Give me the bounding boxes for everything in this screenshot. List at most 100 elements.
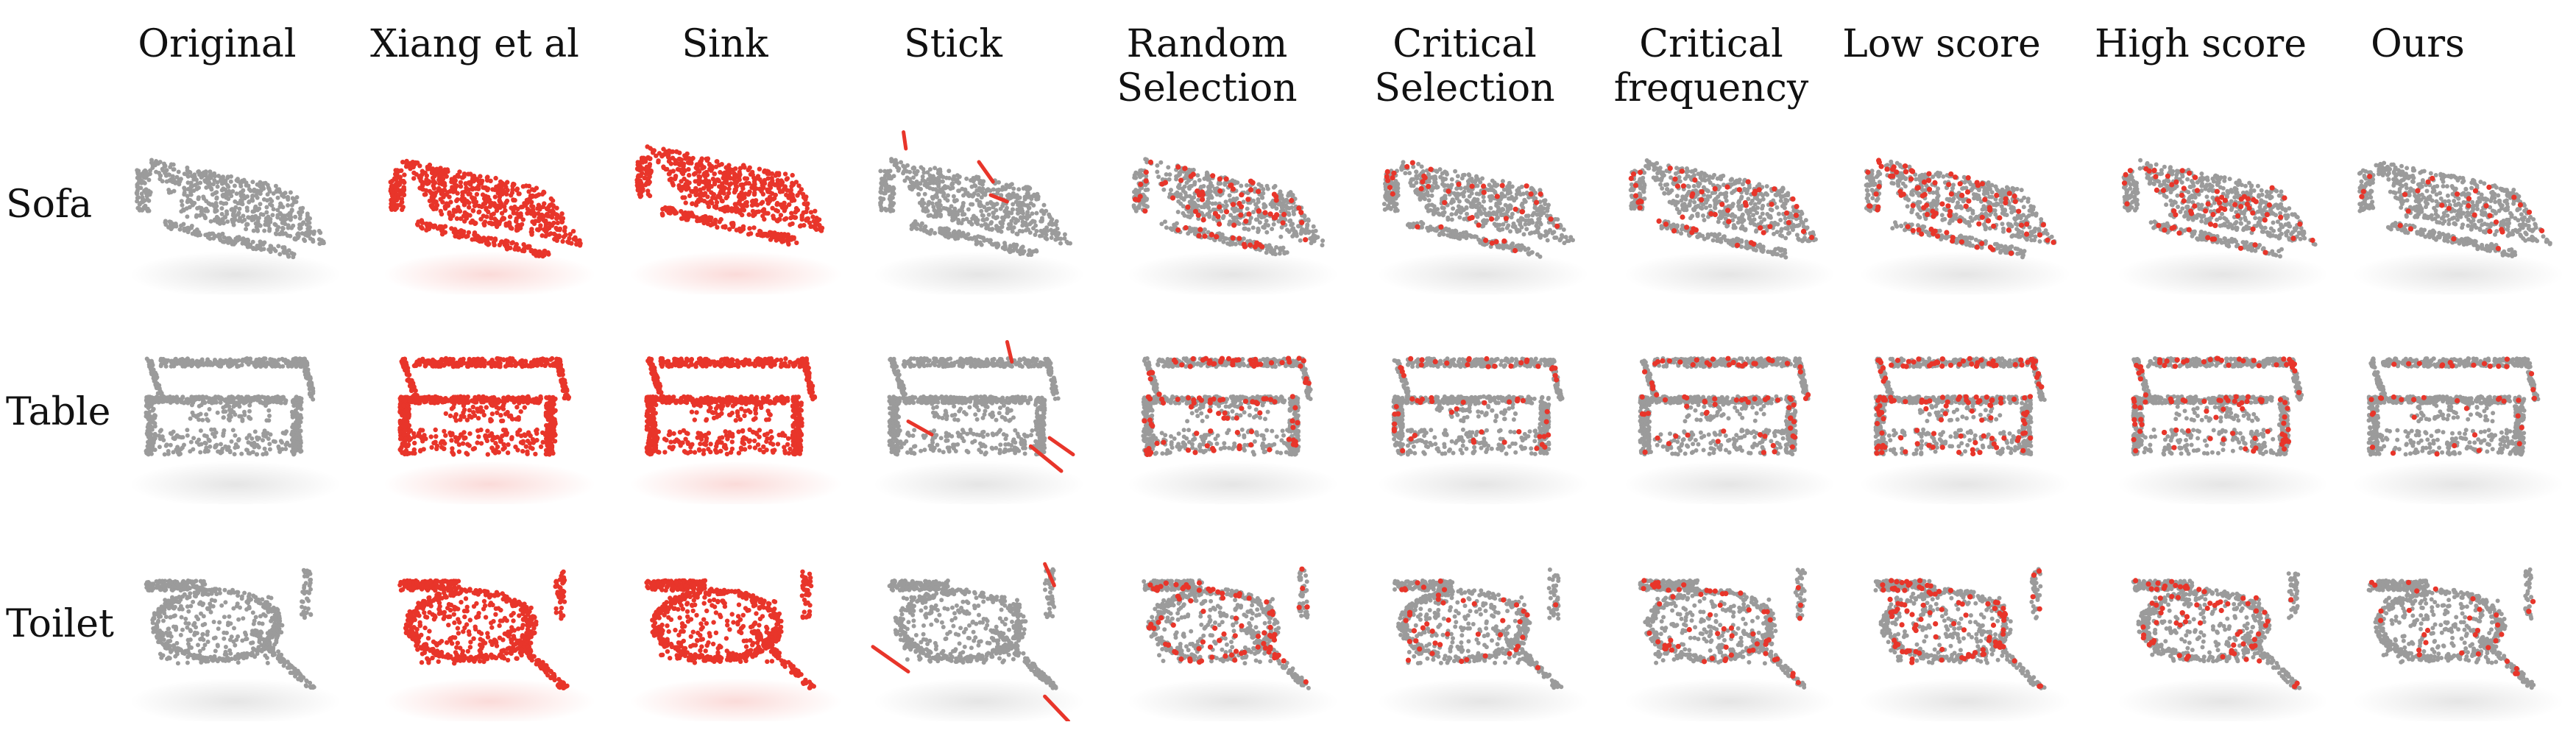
shadow [1859,678,2071,721]
points [2366,356,2541,457]
adversarial-stick [1043,694,1071,721]
points [1873,567,2047,690]
adversarial-stick [1047,436,1075,456]
point-cloud-table-high-score [2117,355,2329,504]
cell-table-original [118,339,353,504]
shadow [873,461,1085,504]
point-cloud-sofa-sink [630,144,842,294]
shadow [383,251,595,294]
points [1142,566,1311,690]
column-header-random-selection: Random Selection [1089,22,1325,110]
points [644,569,816,690]
cell-sofa-high-score [2105,129,2340,294]
column-header-stick: Stick [835,22,1071,66]
shadow [1859,251,2071,294]
column-header-xiang-et-al: Xiang et al [357,22,592,66]
column-header-high-score: High score [2083,22,2318,66]
points [634,144,825,247]
point-cloud-toilet-low-score [1859,567,2071,721]
column-header-critical-frequency: Critical frequency [1593,22,1829,110]
points [1141,355,1313,458]
shadow [383,678,595,721]
shadow [1624,678,1836,721]
adversarial-stick [871,645,910,673]
points [878,157,1072,258]
points [2366,567,2536,690]
points [1381,160,1575,259]
cell-table-stick [861,339,1097,504]
point-cloud-toilet-random-selection [1127,566,1339,721]
cell-sofa-stick [861,129,1097,294]
shadow [2352,251,2564,294]
points [144,356,316,457]
points [134,158,326,260]
point-cloud-toilet-critical-selection [1377,567,1589,721]
shadow [1377,461,1589,504]
point-cloud-toilet-original [130,567,342,721]
shadow [130,251,342,294]
cell-toilet-sink [618,556,854,721]
point-cloud-table-critical-selection [1377,355,1589,504]
points [1638,567,1808,690]
shadow [1127,678,1339,721]
point-cloud-sofa-random-selection [1127,157,1339,294]
points [1391,355,1565,457]
points [1638,355,1811,457]
cell-table-critical-frequency [1612,339,1847,504]
shadow [130,678,342,721]
point-cloud-table-ours [2352,356,2564,504]
adversarial-stick [1043,562,1056,587]
shadow [1377,678,1589,721]
cell-table-critical-selection [1365,339,1601,504]
points [1628,158,1818,260]
cell-sofa-critical-frequency [1612,129,1847,294]
cell-toilet-original [118,556,353,721]
point-cloud-toilet-sink [630,569,842,721]
cell-sofa-ours [2340,129,2576,294]
adversarial-stick [902,130,908,151]
shadow [130,461,342,504]
shadow [1624,251,1836,294]
shadow [1127,461,1339,504]
points [397,355,572,457]
points [887,567,1058,690]
cell-toilet-random-selection [1115,556,1351,721]
shadow [2352,461,2564,504]
point-cloud-toilet-ours [2352,567,2564,721]
point-cloud-toilet-high-score [2117,571,2329,721]
adversarial-stick [1005,340,1014,364]
point-cloud-toilet-stick [871,562,1085,721]
shadow [2117,251,2329,294]
cell-table-low-score [1847,339,2083,504]
cell-table-ours [2340,339,2576,504]
column-header-sink: Sink [607,22,843,66]
point-cloud-table-xiang-et-al [383,355,595,504]
adversarial-stick [906,420,934,436]
shadow [2352,678,2564,721]
points [388,158,583,259]
points [1393,567,1564,690]
shadow [873,251,1085,294]
points [1864,158,2057,260]
points [2131,355,2304,457]
shadow [630,251,842,294]
shadow [873,678,1085,721]
point-cloud-table-stick [873,340,1085,504]
point-cloud-table-critical-frequency [1624,355,1836,504]
points [2357,160,2552,258]
point-cloud-sofa-low-score [1859,158,2071,294]
cell-toilet-low-score [1847,556,2083,721]
cell-toilet-stick [861,556,1097,721]
shadow [1859,461,2071,504]
shadow [1624,461,1836,504]
shadow [2117,461,2329,504]
shadow [383,461,595,504]
shadow [1377,251,1589,294]
point-cloud-table-sink [630,355,842,504]
point-cloud-table-random-selection [1127,355,1339,504]
points [1873,355,2047,457]
adversarial-stick [988,193,1009,204]
cell-table-sink [618,339,854,504]
cell-table-xiang-et-al [372,339,607,504]
